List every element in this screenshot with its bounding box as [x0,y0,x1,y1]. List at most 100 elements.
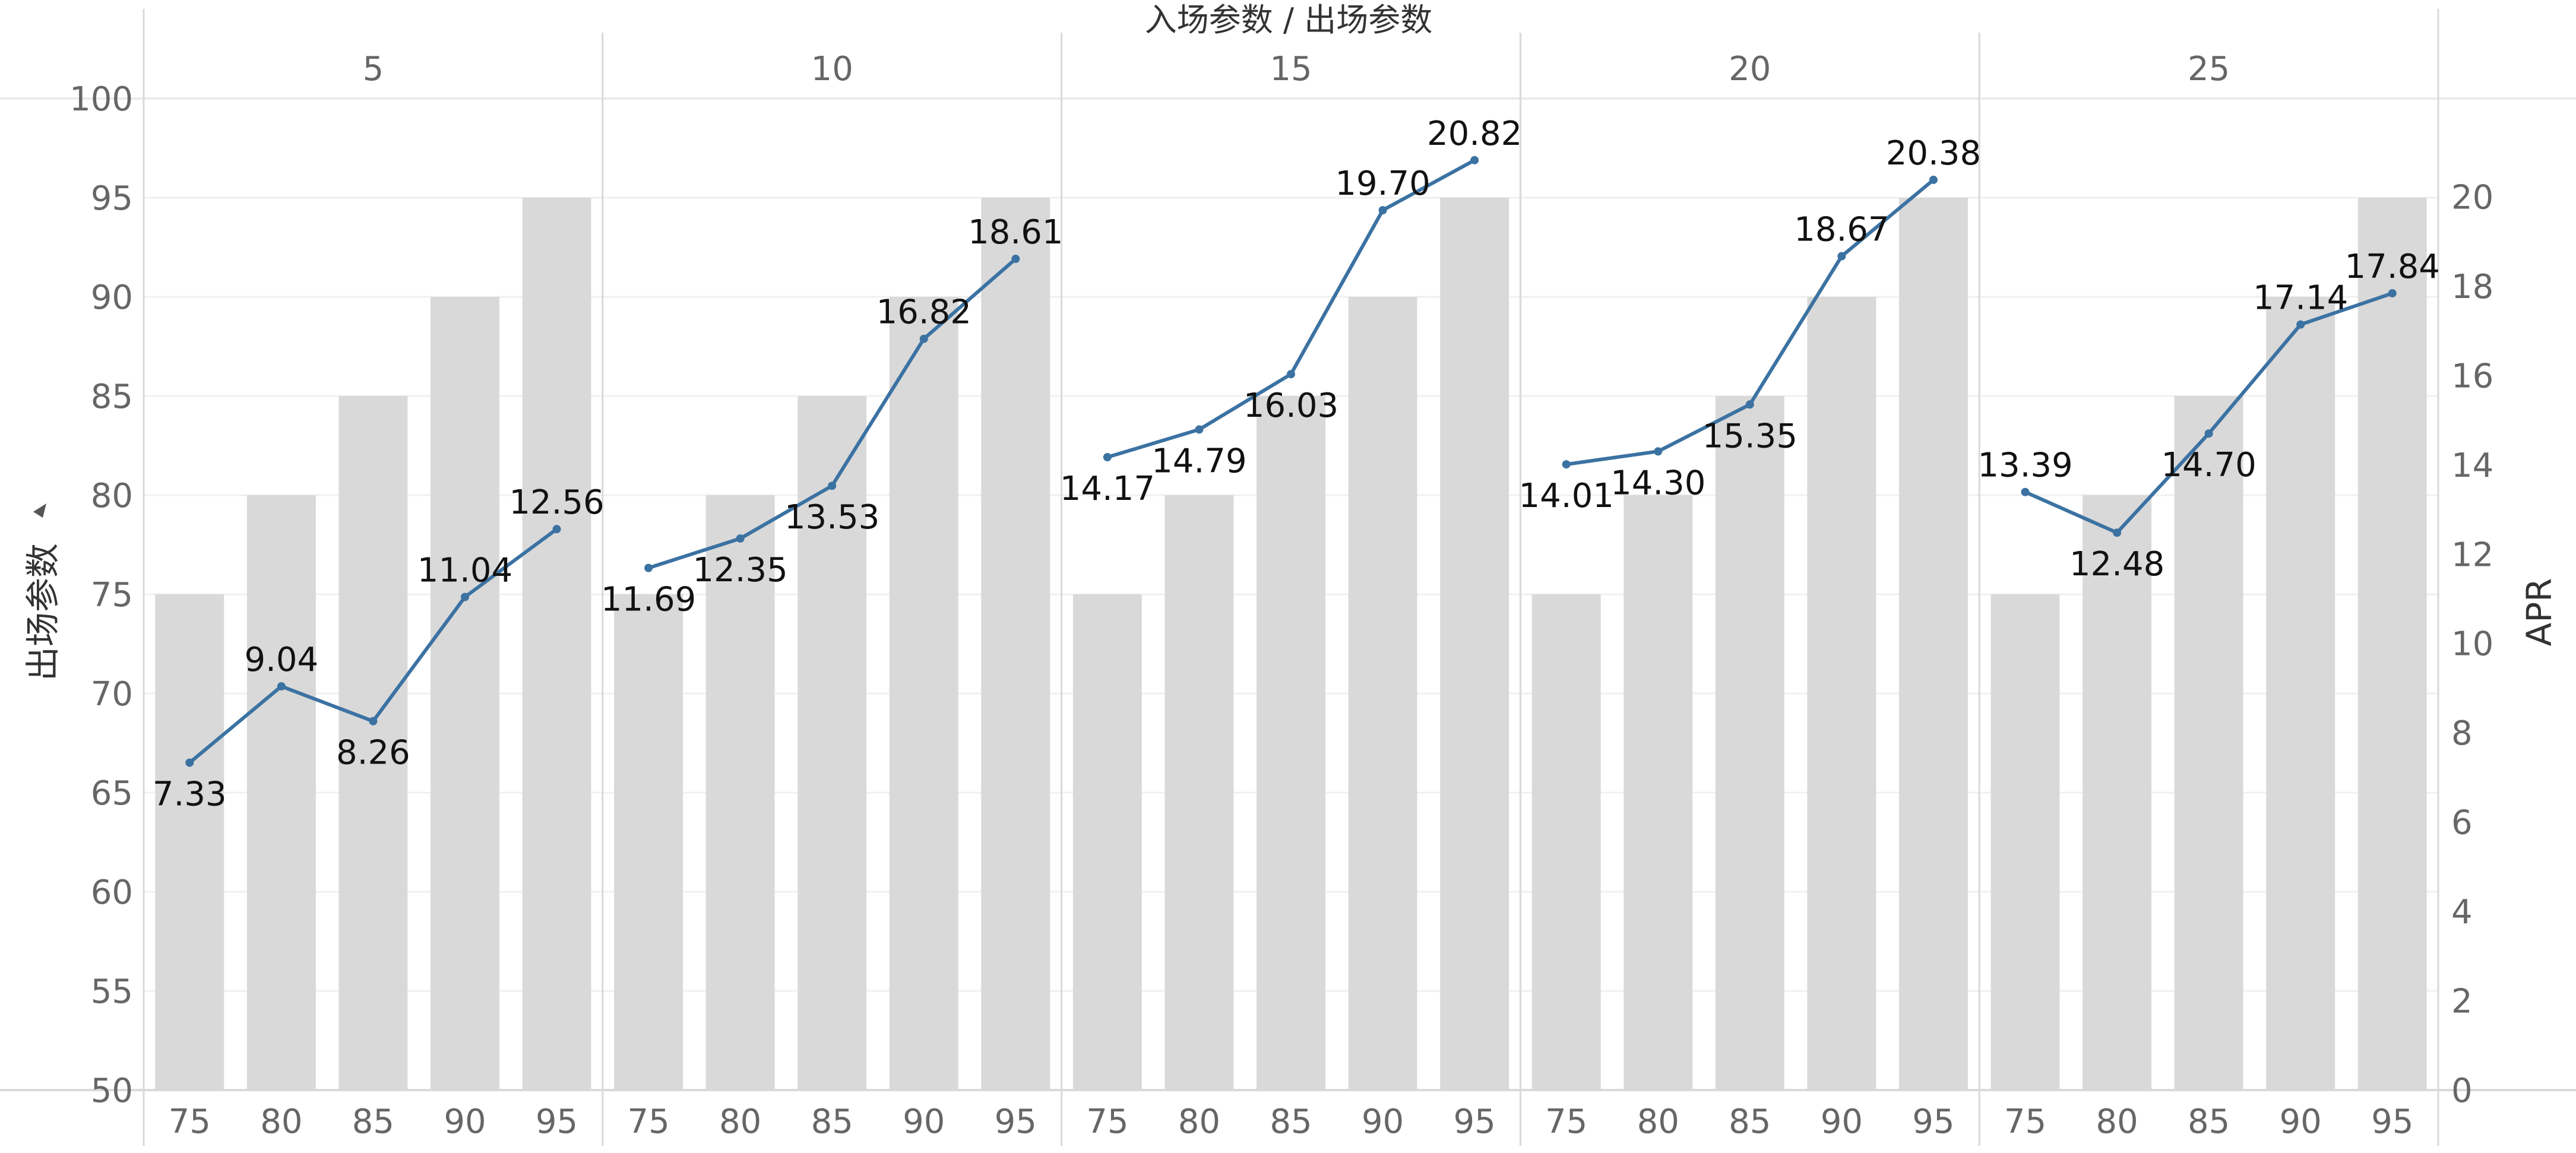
y-left-tick-label: 75 [91,576,133,614]
y-left-tick-label: 100 [69,80,133,119]
x-tick-label: 85 [1729,1103,1771,1141]
y-right-tick-label: 20 [2451,178,2493,217]
bar [981,198,1050,1090]
apr-data-label: 7.33 [153,775,227,814]
bar [614,594,683,1090]
apr-data-label: 18.67 [1794,211,1889,249]
y-right-tick-label: 4 [2451,893,2473,932]
x-tick-label: 80 [2096,1103,2138,1141]
apr-data-label: 16.03 [1243,387,1338,425]
bar [338,396,408,1090]
x-tick-label: 85 [1270,1103,1312,1141]
bar-series [155,198,2427,1090]
panel-header: 10 [811,50,853,88]
apr-point [2296,320,2305,329]
y-right-tick-label: 10 [2451,625,2493,664]
apr-data-label: 14.30 [1610,464,1705,502]
bar [1257,396,1325,1090]
y-left-tick-label: 50 [91,1072,133,1110]
apr-point [369,717,378,726]
bar [2174,396,2243,1090]
bar [705,495,775,1090]
x-tick-label: 75 [1545,1103,1587,1141]
bar [2266,297,2336,1090]
x-tick-label: 75 [1086,1103,1128,1141]
y-right-tick-label: 16 [2451,357,2493,395]
x-tick-label: 85 [352,1103,394,1141]
apr-point [1562,460,1571,469]
y-left-tick-label: 85 [91,378,133,416]
x-tick-label: 80 [260,1103,302,1141]
apr-data-label: 11.69 [601,581,696,619]
bar [155,594,224,1090]
bar [246,495,316,1090]
apr-data-label: 18.61 [968,213,1063,252]
bar [431,297,499,1090]
bar [889,297,958,1090]
apr-data-label: 12.56 [509,483,604,522]
apr-point [828,482,837,490]
apr-data-label: 11.04 [417,552,512,590]
apr-point [1837,252,1846,261]
y-left-tick-label: 95 [91,179,133,218]
panel-header: 15 [1270,50,1312,88]
y-right-tick-label: 6 [2451,804,2473,842]
apr-data-label: 14.79 [1151,442,1246,480]
apr-point [2388,289,2397,297]
apr-data-label: 14.17 [1060,470,1155,508]
apr-point [1654,447,1663,456]
apr-data-label: 16.82 [876,293,971,332]
bar [1440,198,1509,1090]
x-tick-label: 75 [2004,1103,2046,1141]
y-left-tick-label: 90 [91,278,133,317]
apr-point [552,525,561,534]
sort-indicator-icon[interactable] [33,503,46,518]
apr-point [1470,156,1479,164]
bar [2357,198,2427,1090]
apr-data-label: 14.01 [1519,477,1614,515]
bar [2083,495,2151,1090]
x-tick-label: 85 [811,1103,853,1141]
x-tick-label: 75 [169,1103,211,1141]
apr-point [2113,528,2122,537]
y-left-tick-label: 60 [91,873,133,912]
apr-point [1195,425,1204,434]
x-tick-label: 80 [1178,1103,1220,1141]
line-series [185,156,2397,767]
y-right-axis-title: APR [2519,578,2559,647]
y-right-tick-label: 18 [2451,268,2493,306]
bar [1072,594,1142,1090]
apr-point [2021,487,2030,496]
apr-point [1745,400,1754,409]
apr-point [1378,206,1387,215]
x-tick-label: 95 [1912,1103,1954,1141]
apr-data-label: 12.35 [692,551,787,590]
y-right-tick-label: 2 [2451,983,2473,1021]
chart-title: 入场参数 / 出场参数 [1145,1,1433,39]
y-left-tick-label: 55 [91,973,133,1011]
y-right-tick-label: 12 [2451,536,2493,574]
apr-point [1011,255,1020,264]
apr-data-label: 12.48 [2069,545,2164,584]
bar [1624,495,1693,1090]
bar [798,396,867,1090]
bar [1715,396,1784,1090]
apr-data-label: 17.84 [2345,248,2440,286]
apr-point [277,682,286,690]
x-tick-label: 80 [719,1103,761,1141]
x-tick-label: 80 [1637,1103,1679,1141]
bar [1807,297,1876,1090]
y-right-tick-label: 14 [2451,446,2493,485]
y-left-tick-label: 70 [91,675,133,714]
apr-data-label: 13.39 [1977,446,2072,485]
x-tick-label: 90 [1821,1103,1863,1141]
x-tick-label: 85 [2188,1103,2230,1141]
bar [1898,198,1968,1090]
apr-data-label: 20.38 [1886,134,1981,173]
apr-point [460,593,469,601]
panel-header: 20 [1729,50,1771,88]
apr-point [644,563,653,572]
bar [522,198,591,1090]
